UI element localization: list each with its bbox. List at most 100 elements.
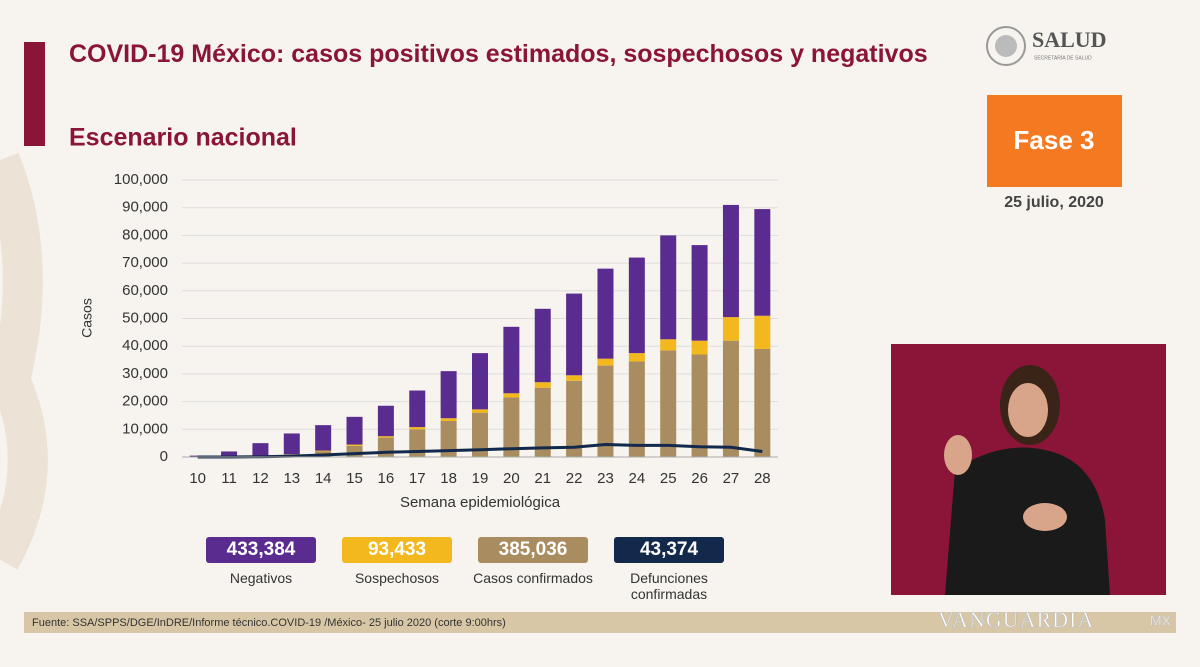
background-pattern	[0, 152, 48, 570]
bar-segment	[283, 454, 300, 455]
x-tick-label: 11	[221, 470, 237, 487]
interpreter-hand	[1023, 503, 1067, 531]
y-axis-label: Casos	[79, 298, 95, 338]
bar-segment	[691, 245, 708, 341]
legend-label: Defunciones confirmadas	[630, 570, 708, 602]
y-tick-label: 60,000	[122, 282, 168, 299]
y-tick-label: 20,000	[122, 393, 168, 410]
interpreter-hand	[944, 435, 972, 475]
bar-segment	[566, 293, 583, 376]
bar-segment	[628, 353, 645, 362]
bar-segment	[722, 340, 739, 457]
y-tick-label: 30,000	[122, 365, 168, 382]
logo-subtext: SECRETARÍA DE SALUD	[1034, 54, 1092, 61]
x-tick-label: 18	[440, 470, 457, 487]
x-tick-label: 19	[472, 470, 489, 487]
x-tick-label: 22	[566, 470, 583, 487]
bar-segment	[409, 390, 426, 428]
bar-segment	[346, 445, 363, 457]
y-tick-label: 90,000	[122, 199, 168, 216]
legend-label: Sospechosos	[354, 570, 440, 586]
bar-segment	[754, 315, 771, 349]
x-tick-label: 10	[189, 470, 206, 487]
logo-emblem	[986, 26, 1026, 66]
phase-box	[987, 95, 1122, 187]
bar-segment	[691, 354, 708, 457]
bar-segment	[597, 358, 614, 366]
bar-segment	[315, 450, 332, 452]
bar-segment	[534, 387, 551, 457]
legend-total: 433,384	[206, 537, 316, 563]
bar-segment	[534, 382, 551, 388]
bar-segment	[346, 416, 363, 445]
y-tick-label: 0	[160, 448, 168, 465]
footer-band	[24, 612, 1176, 633]
bar-segment	[534, 308, 551, 383]
bar-segment	[722, 317, 739, 341]
x-tick-label: 17	[409, 470, 426, 487]
phase: Fase 3	[1014, 125, 1095, 155]
bar-segment	[628, 257, 645, 354]
x-tick-label: 15	[346, 470, 363, 487]
title: COVID-19 México: casos positivos estimad…	[69, 40, 928, 68]
x-tick-label: 20	[503, 470, 520, 487]
bar-segment	[566, 380, 583, 457]
bar-segment	[503, 397, 520, 457]
y-tick-label: 100,000	[114, 171, 168, 188]
legend-label: Negativos	[229, 570, 293, 586]
bar-segment	[628, 361, 645, 457]
bar-segment	[722, 204, 739, 318]
x-tick-label: 14	[315, 470, 332, 487]
bar-segment	[377, 405, 394, 437]
x-tick-label: 25	[660, 470, 677, 487]
bar-segment	[503, 326, 520, 394]
x-tick-label: 13	[283, 470, 300, 487]
x-tick-label: 12	[252, 470, 269, 487]
bar-segment	[754, 348, 771, 457]
bar-segment	[346, 444, 363, 446]
title-accent	[24, 42, 45, 146]
y-tick-label: 40,000	[122, 337, 168, 354]
x-tick-label: 26	[691, 470, 708, 487]
x-tick-label: 23	[597, 470, 614, 487]
x-tick-label: 27	[723, 470, 740, 487]
bar-segment	[409, 427, 426, 430]
x-tick-label: 28	[754, 470, 771, 487]
bar-segment	[283, 433, 300, 455]
y-tick-label: 50,000	[122, 309, 168, 326]
bar-segment	[503, 393, 520, 398]
bar-segment	[377, 437, 394, 457]
bar-segment	[660, 350, 677, 457]
legend-total: 385,036	[478, 537, 588, 563]
legend-total: 43,374	[614, 537, 724, 563]
line	[197, 443, 763, 459]
bar-segment	[252, 443, 269, 456]
bar-segment	[566, 375, 583, 381]
subtitle: Escenario nacional	[69, 124, 297, 152]
bar-segment	[440, 418, 457, 421]
interpreter-face	[1008, 383, 1048, 437]
bar-segment	[754, 209, 771, 316]
bar-segment	[472, 409, 488, 413]
watermark: VANGUARDIA	[938, 607, 1094, 632]
y-tick-label: 10,000	[122, 420, 168, 437]
source: Fuente: SSA/SPPS/DGE/InDRE/Informe técni…	[32, 617, 506, 629]
bar-segment	[221, 451, 238, 457]
bar-segment	[377, 436, 394, 438]
y-tick-label: 70,000	[122, 254, 168, 271]
watermark-sub: MX	[1150, 613, 1172, 629]
x-tick-label: 21	[534, 470, 551, 487]
y-tick-label: 80,000	[122, 226, 168, 243]
legend-label: Casos confirmados	[473, 570, 593, 586]
x-tick-label: 24	[628, 470, 645, 487]
bar-segment	[440, 420, 457, 457]
logo-emblem-center	[995, 35, 1017, 57]
bar-segment	[472, 353, 488, 410]
bar-segment	[691, 340, 708, 355]
bar-segment	[440, 371, 457, 419]
bar-segment	[660, 339, 677, 351]
date: 25 julio, 2020	[1004, 194, 1104, 211]
bar-segment	[597, 365, 614, 457]
